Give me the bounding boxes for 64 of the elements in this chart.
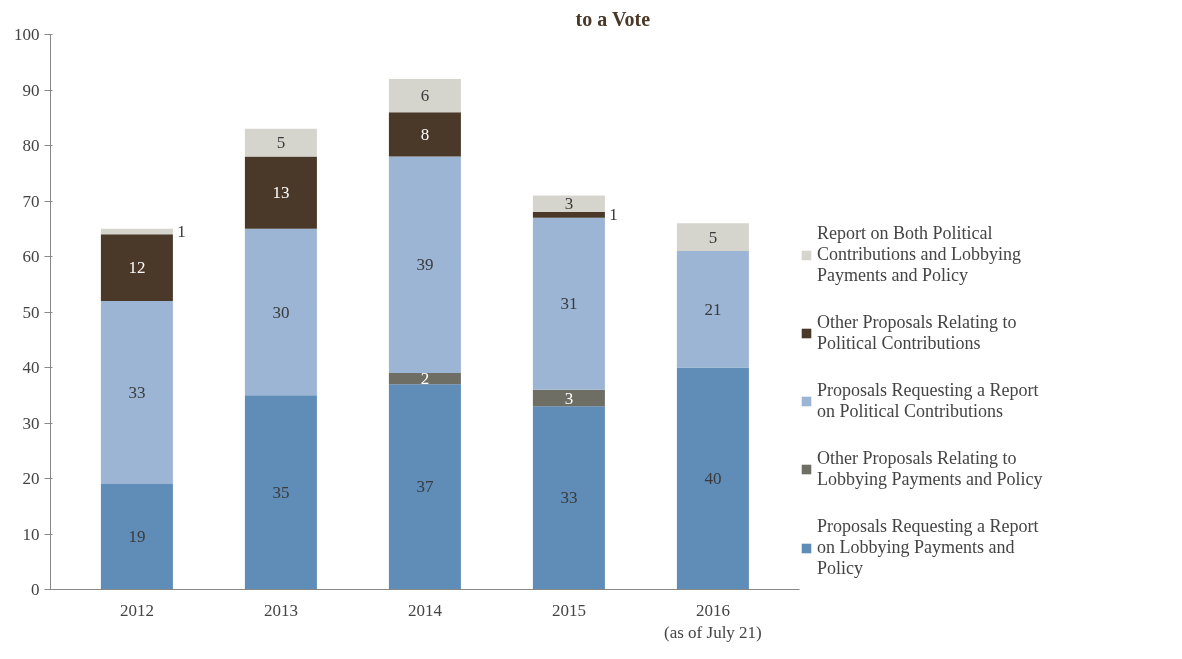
data-label: 1 — [609, 205, 618, 225]
bar — [100, 300, 173, 485]
bar — [676, 250, 749, 368]
legend-label: Proposals Requesting a Report on Lobbying Payments and Policy — [817, 516, 1039, 579]
chart-title: to a Vote — [575, 7, 651, 30]
bar — [100, 228, 173, 235]
bar — [388, 384, 461, 590]
data-label: 31 — [560, 294, 578, 314]
x-tick-label: 2015 — [551, 600, 586, 620]
bar — [676, 367, 749, 590]
x-tick-label: 2014 — [407, 600, 443, 620]
data-label: 21 — [704, 299, 722, 319]
data-label: 1 — [177, 222, 186, 242]
data-label: 37 — [416, 477, 434, 497]
y-tick-label: 50 — [22, 302, 40, 322]
legend-label: Report on Both Political Contributions and Lobbying Payments and Policy — [817, 223, 1021, 286]
data-label: 19 — [128, 527, 146, 547]
bar — [100, 484, 173, 590]
bar — [532, 406, 605, 590]
y-tick-label: 100 — [14, 25, 40, 44]
data-label: 35 — [272, 482, 290, 502]
x-tick-label: 2013 — [263, 600, 298, 620]
legend-label: Other Proposals Relating to Lobbying Payments and Policy — [817, 448, 1043, 490]
data-label: 6 — [420, 86, 430, 106]
bar — [532, 389, 605, 407]
bar — [388, 112, 461, 157]
y-tick-label: 90 — [22, 80, 40, 100]
data-label: 3 — [564, 194, 574, 214]
bar — [676, 223, 749, 251]
data-label: 39 — [416, 255, 434, 275]
legend-label: Proposals Requesting a Report on Political Contributions — [817, 380, 1039, 422]
bar — [100, 234, 173, 301]
bar — [244, 395, 317, 590]
data-label: 40 — [704, 469, 722, 488]
bar — [388, 78, 461, 113]
y-tick-label: 30 — [22, 413, 40, 433]
y-tick-label: 70 — [22, 191, 40, 211]
bar — [244, 228, 317, 396]
data-label: 30 — [272, 302, 290, 322]
x-tick-label: 2016 (as of July 21) — [664, 600, 762, 643]
data-label: 5 — [276, 133, 286, 153]
y-tick-label: 0 — [31, 580, 40, 599]
y-tick-label: 40 — [22, 358, 40, 377]
bar — [244, 156, 317, 229]
y-tick-label: 20 — [22, 469, 40, 488]
y-tick-label: 80 — [22, 136, 40, 155]
bar — [244, 128, 317, 157]
bar — [388, 373, 461, 385]
y-tick-label: 60 — [22, 247, 40, 266]
bar — [388, 156, 461, 374]
data-label: 2 — [420, 369, 430, 389]
legend-label: Other Proposals Relating to Political Contributions — [817, 312, 1017, 354]
data-label: 8 — [420, 124, 430, 144]
data-label: 5 — [708, 227, 718, 247]
x-tick-label: 2012 — [119, 600, 154, 620]
data-label: 33 — [128, 382, 146, 402]
data-label: 33 — [560, 488, 578, 508]
bar — [532, 212, 605, 218]
data-label: 12 — [128, 258, 146, 278]
bar — [532, 195, 605, 213]
data-label: 3 — [564, 388, 574, 408]
bar — [532, 217, 605, 390]
y-tick-label: 10 — [22, 524, 40, 544]
data-label: 13 — [272, 183, 290, 203]
